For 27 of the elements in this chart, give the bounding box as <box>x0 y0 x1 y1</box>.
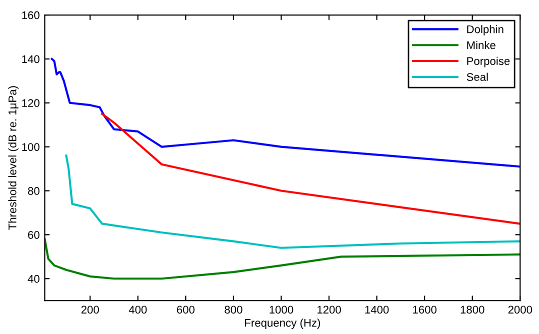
y-tick-label: 60 <box>28 230 40 239</box>
line-series <box>50 58 520 168</box>
line-series <box>65 154 520 249</box>
x-tick-label: 2000 <box>508 306 532 314</box>
legend-label: Dolphin <box>467 25 504 36</box>
x-tick-label: 200 <box>81 306 99 314</box>
y-axis-title: Threshold level (dB re. 1μPa) <box>8 86 19 230</box>
line-series <box>101 112 520 225</box>
y-tick-label: 120 <box>22 99 40 108</box>
x-tick-label: 400 <box>128 306 147 314</box>
y-tick-label: 80 <box>28 187 40 195</box>
line-series <box>44 238 520 280</box>
y-tick-label: 160 <box>22 11 40 20</box>
x-tick-label: 1600 <box>413 306 437 314</box>
x-tick-label: 1000 <box>270 306 294 314</box>
x-tick-label: 600 <box>176 306 195 314</box>
legend-label: Seal <box>466 72 488 81</box>
y-tick-label: 140 <box>22 55 40 64</box>
x-tick-label: 1800 <box>460 306 484 314</box>
legend-label: Porpoise <box>467 56 510 68</box>
x-axis-title: Frequency (Hz) <box>245 318 320 329</box>
legend-label: Minke <box>467 40 496 50</box>
x-tick-label: 800 <box>224 306 242 314</box>
x-tick-label: 1200 <box>318 306 341 314</box>
x-tick-label: 1400 <box>365 306 389 314</box>
y-tick-label: 100 <box>22 143 40 151</box>
y-tick-label: 40 <box>28 274 40 283</box>
